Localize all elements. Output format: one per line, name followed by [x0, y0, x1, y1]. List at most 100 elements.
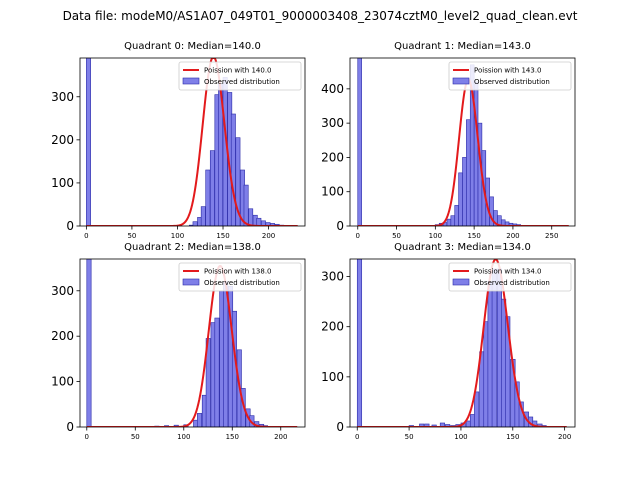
quadrant-0-panel: 0 50 100 150 200 0 100 200 300 Quadrant 0: Median…: [51, 41, 306, 240]
y-tick-label: 200: [321, 320, 344, 334]
x-tick-label: 150: [216, 232, 229, 240]
legend: Poission with 138.0 Observed distribution: [178, 262, 302, 292]
quadrant-0-title: Quadrant 0: Median=140.0: [124, 41, 261, 52]
y-tick-label: 0: [66, 420, 74, 434]
y-tick-label: 100: [51, 176, 74, 190]
y-tick-label: 200: [51, 329, 74, 343]
y-tick-label: 200: [321, 150, 344, 164]
y-tick-label: 0: [336, 420, 344, 434]
legend-observed-swatch: [182, 77, 200, 85]
axes-frame: [79, 57, 306, 227]
histogram-bar: [248, 208, 254, 226]
x-tick-label: 100: [177, 433, 190, 441]
x-tick-label: 200: [506, 232, 519, 240]
histogram-bar: [192, 221, 198, 226]
legend-poisson-label: Poission with 140.0: [204, 67, 272, 75]
legend-poisson-label: Poission with 134.0: [474, 268, 542, 276]
legend-observed-label: Observed distribution: [474, 78, 550, 86]
x-tick-label: 100: [429, 232, 442, 240]
x-tick-label: 200: [274, 433, 287, 441]
quadrant-2-title: Quadrant 2: Median=138.0: [124, 242, 261, 253]
x-tick-label: 150: [226, 433, 239, 441]
histogram-bar: [466, 119, 471, 226]
x-tick-label: 50: [127, 232, 136, 240]
legend: Poission with 140.0 Observed distribution: [178, 61, 302, 91]
histogram-bar: [230, 113, 236, 226]
quadrant-2-panel: 0 50 100 150 200 0 100 200 300 Quadrant 2: Median…: [51, 242, 306, 441]
x-tick-label: 50: [131, 433, 140, 441]
y-tick-label: 0: [66, 219, 74, 233]
legend-observed-swatch: [452, 278, 470, 286]
histogram-bar: [200, 206, 206, 226]
histogram-bar: [356, 259, 363, 427]
x-tick-label: 0: [85, 433, 89, 441]
x-tick-label: 200: [558, 433, 571, 441]
legend-observed-swatch: [452, 77, 470, 85]
quadrant-0-histogram: [86, 58, 292, 226]
x-tick-label: 100: [454, 433, 467, 441]
x-tick-label: 150: [467, 232, 480, 240]
y-tick-label: 400: [321, 82, 344, 96]
legend-observed-label: Observed distribution: [204, 78, 280, 86]
x-tick-label: 0: [84, 232, 88, 240]
histogram-bar: [439, 422, 445, 427]
legend-poisson-label: Poission with 143.0: [474, 67, 542, 75]
histogram-bar: [424, 423, 430, 427]
poisson-curve: [357, 78, 569, 226]
y-tick-label: 300: [321, 270, 344, 284]
y-tick-label: 200: [51, 133, 74, 147]
histogram-bar: [465, 420, 471, 427]
histogram-bar: [474, 391, 480, 427]
axes-frame: [349, 57, 576, 227]
legend-box: [178, 262, 302, 292]
histogram-bar: [501, 298, 507, 427]
histogram-bar: [446, 218, 452, 226]
histogram-bar: [454, 205, 459, 226]
x-tick-label: 0: [355, 433, 359, 441]
histogram-bar: [86, 58, 91, 226]
legend-box: [178, 61, 302, 91]
histogram-bar: [197, 413, 203, 427]
legend-poisson-label: Poission with 138.0: [204, 268, 272, 276]
histogram-bar: [462, 157, 467, 226]
histogram-bar: [357, 58, 362, 226]
x-tick-label: 50: [405, 433, 414, 441]
histogram-bar: [491, 268, 497, 427]
axes-frame: [79, 258, 306, 428]
histogram-bar: [496, 268, 502, 427]
legend: Poission with 134.0 Observed distribution: [448, 262, 572, 292]
y-tick-label: 300: [321, 116, 344, 130]
x-tick-label: 250: [545, 232, 558, 240]
quadrant-1-title: Quadrant 1: Median=143.0: [394, 41, 531, 52]
quadrant-3-panel: 0 50 100 150 200 0 100 200 300 Quadrant 3: Median…: [321, 242, 576, 441]
y-tick-label: 300: [51, 284, 74, 298]
legend-observed-label: Observed distribution: [474, 279, 550, 287]
legend-observed-swatch: [182, 278, 200, 286]
legend-observed-label: Observed distribution: [204, 279, 280, 287]
histogram-bar: [86, 259, 92, 427]
legend-box: [448, 61, 572, 91]
histogram-bar: [214, 317, 220, 427]
legend: Poission with 143.0 Observed distribution: [448, 61, 572, 91]
histogram-bar: [419, 423, 425, 427]
histogram-bar: [205, 169, 211, 226]
x-tick-label: 100: [171, 232, 184, 240]
histogram-bar: [223, 281, 229, 427]
x-tick-label: 50: [392, 232, 401, 240]
quadrant-1-panel: 0 50 100 150 200 250 0 100 200 300 400 Quadrant 1: …: [321, 41, 576, 240]
y-tick-label: 0: [336, 219, 344, 233]
x-tick-label: 150: [506, 433, 519, 441]
histogram-bar: [243, 184, 249, 226]
histogram-bar: [469, 414, 476, 427]
histogram-bar: [458, 172, 463, 226]
y-tick-label: 100: [51, 375, 74, 389]
legend-box: [448, 262, 572, 292]
y-tick-label: 100: [321, 370, 344, 384]
y-tick-label: 100: [321, 185, 344, 199]
y-tick-label: 300: [51, 90, 74, 104]
figure-suptitle: Data file: modeM0/AS1A07_049T01_90000034…: [63, 9, 578, 23]
histogram-bar: [256, 217, 262, 226]
histogram-bar: [487, 281, 493, 427]
x-tick-label: 0: [356, 232, 360, 240]
